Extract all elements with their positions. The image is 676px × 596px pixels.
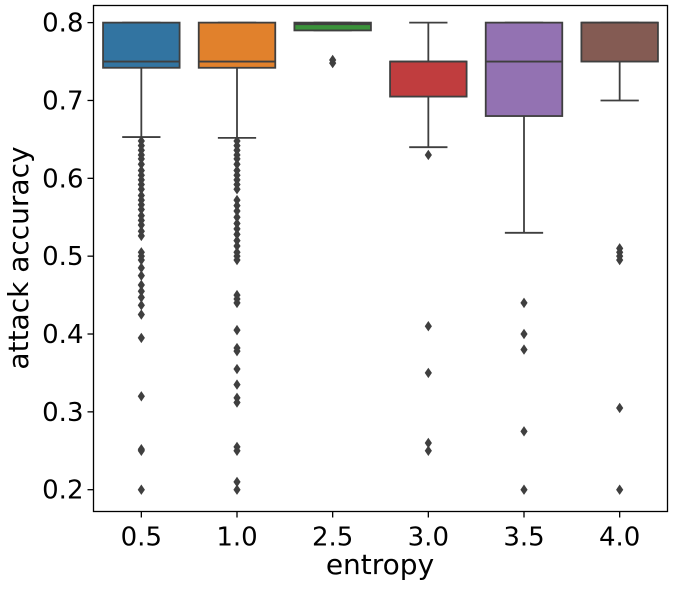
outlier-point — [424, 445, 432, 456]
box-iqr — [102, 21, 181, 69]
outlier-point — [233, 159, 241, 170]
x-tick-label: 4.0 — [599, 523, 640, 553]
outlier-point — [233, 218, 241, 229]
outlier-point — [137, 484, 145, 495]
outlier-point — [424, 149, 432, 161]
outlier-point — [137, 332, 145, 344]
outlier-point — [233, 397, 241, 408]
outlier-point — [137, 300, 145, 311]
box-iqr — [197, 21, 277, 69]
outlier-point — [233, 379, 241, 390]
boxes-layer — [102, 21, 659, 495]
outlier-point — [233, 363, 241, 375]
outlier-point — [137, 279, 145, 291]
outlier-point — [137, 230, 145, 242]
outlier-point — [520, 328, 528, 340]
box-group-2-5 — [293, 21, 372, 69]
x-tick-label: 0.5 — [121, 523, 162, 553]
y-tick-label: 0.5 — [42, 242, 83, 272]
x-tick-label: 3.5 — [503, 523, 544, 553]
outlier-point — [233, 212, 241, 223]
outlier-point — [233, 205, 241, 217]
outlier-point — [233, 324, 241, 336]
outlier-point — [137, 204, 145, 215]
y-tick-label: 0.8 — [42, 9, 83, 39]
outlier-point — [137, 254, 145, 266]
outlier-point — [616, 402, 624, 414]
outlier-point — [233, 223, 241, 235]
outlier-point — [233, 200, 241, 211]
outlier-point — [137, 292, 145, 303]
x-tick-label: 3.0 — [408, 523, 449, 553]
outlier-point — [137, 445, 145, 456]
box-group-3-0 — [389, 21, 468, 456]
outlier-point — [520, 297, 528, 309]
x-tick-label: 1.0 — [216, 523, 257, 553]
outlier-point — [233, 484, 241, 495]
outlier-point — [233, 476, 241, 488]
outlier-point — [520, 344, 528, 355]
outlier-point — [137, 309, 145, 320]
box-iqr — [389, 60, 468, 98]
box-group-3-5 — [484, 21, 564, 495]
outlier-point — [137, 285, 145, 297]
outlier-point — [424, 367, 432, 379]
outlier-point — [424, 321, 432, 332]
box-iqr — [580, 21, 659, 63]
y-tick-label: 0.2 — [42, 476, 83, 506]
outlier-point — [137, 153, 145, 165]
outlier-point — [137, 262, 145, 274]
box-iqr — [484, 21, 564, 117]
x-axis: 0.5 1.0 2.5 3.0 3.5 4.0 — [121, 511, 640, 553]
y-tick-label: 0.3 — [42, 398, 83, 428]
outlier-point — [233, 184, 241, 195]
outlier-point — [233, 153, 241, 165]
outlier-point — [137, 219, 145, 231]
outlier-point — [137, 184, 145, 195]
y-axis: 0.2 0.3 0.4 0.5 0.6 0.7 0.8 — [42, 9, 94, 506]
box-iqr — [293, 21, 372, 32]
outlier-point — [233, 229, 241, 240]
outlier-point — [233, 345, 241, 357]
box-group-1-0 — [197, 21, 277, 495]
outlier-point — [520, 484, 528, 495]
x-axis-label: entropy — [326, 548, 434, 581]
outlier-point — [137, 159, 145, 170]
outlier-point — [233, 297, 241, 309]
plot-frame — [92, 4, 669, 513]
y-tick-label: 0.6 — [42, 164, 83, 194]
outlier-point — [616, 484, 624, 495]
outlier-point — [329, 57, 337, 69]
box-group-4-0 — [580, 21, 659, 495]
y-axis-label: attack accuracy — [2, 146, 35, 369]
outlier-point — [520, 426, 528, 437]
outlier-point — [233, 194, 241, 206]
outlier-point — [137, 270, 145, 281]
outlier-point — [233, 240, 241, 252]
y-tick-label: 0.4 — [42, 320, 83, 350]
outlier-point — [233, 445, 241, 456]
y-tick-label: 0.7 — [42, 86, 83, 116]
x-tick-label: 2.5 — [312, 523, 353, 553]
outlier-point — [616, 254, 624, 266]
outlier-point — [137, 391, 145, 402]
outlier-point — [424, 437, 432, 449]
outlier-point — [233, 254, 241, 266]
box-group-0-5 — [102, 21, 181, 495]
outlier-point — [233, 235, 241, 246]
